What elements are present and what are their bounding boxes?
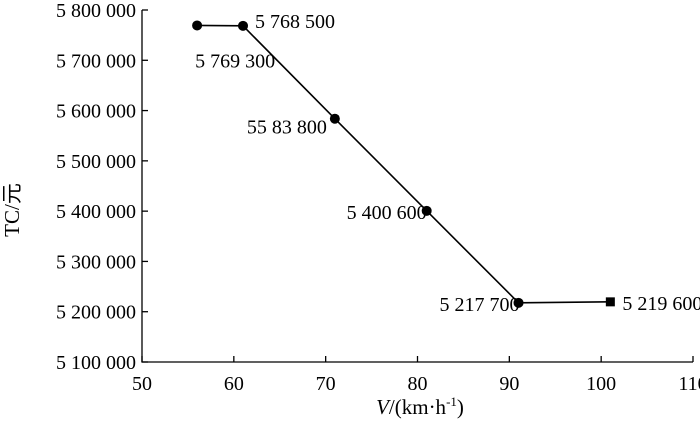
data-label: 5 768 500 [255,11,335,33]
y-tick-label: 5 100 000 [56,352,136,374]
data-label: 5 769 300 [195,50,275,72]
data-point-marker [513,297,524,308]
data-label: 5 219 600 [622,293,700,315]
x-axis-title: V/(km·h-1) [376,394,464,419]
axes: 50 60 70 80 90 100 110 5 100 000 5 200 000 5 300 … [56,0,700,395]
y-tick-label: 5 200 000 [56,302,136,324]
y-axis-title: TC/元 [0,183,24,237]
data-point-marker [329,113,340,124]
y-tick-label: 5 800 000 [56,0,136,22]
y-tick-label: 5 400 000 [56,201,136,223]
x-tick-label: 60 [224,373,244,395]
data-label: 5 217 700 [440,294,520,316]
data-point-marker [192,20,203,31]
data-point-marker [605,297,615,307]
series: 5 769 300 5 768 500 55 83 800 5 400 600 5 21… [192,11,700,316]
x-tick-label: 90 [499,373,519,395]
data-point-marker [238,20,249,31]
y-tick-label: 5 600 000 [56,101,136,123]
x-tick-label: 80 [408,373,428,395]
series-line [197,24,611,304]
x-tick-label: 50 [132,373,152,395]
data-label: 55 83 800 [247,117,327,139]
data-label: 5 400 600 [347,202,427,224]
x-tick-label: 70 [316,373,336,395]
x-tick-label: 100 [586,373,616,395]
y-tick-label: 5 700 000 [56,50,136,72]
x-tick-label: 110 [678,373,700,395]
data-point-marker [421,205,432,216]
y-tick-label: 5 300 000 [56,251,136,273]
y-tick-label: 5 500 000 [56,151,136,173]
